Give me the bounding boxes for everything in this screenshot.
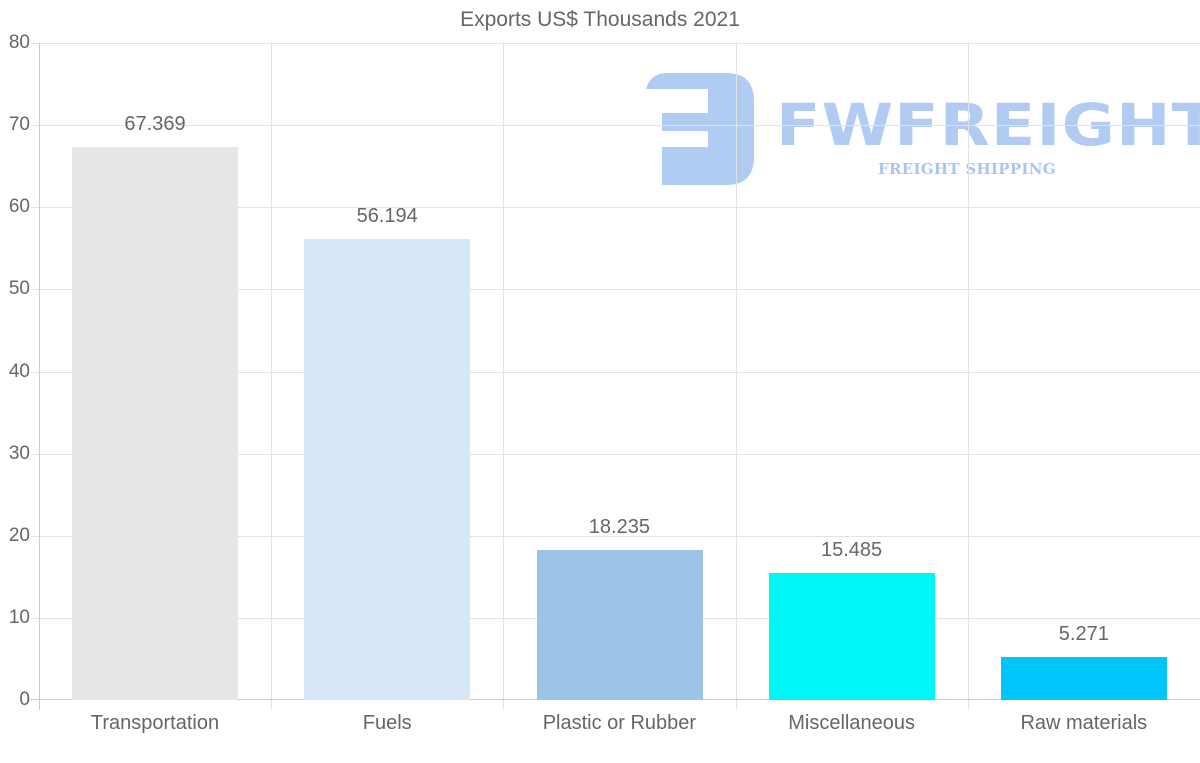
x-gridline bbox=[503, 43, 505, 710]
bar-value-label: 18.235 bbox=[588, 516, 650, 539]
y-gridline bbox=[31, 371, 1200, 373]
x-tick-label: Plastic or Rubber bbox=[542, 712, 697, 734]
bar-value-label: 5.271 bbox=[1058, 622, 1109, 645]
bar-raw-materials[interactable] bbox=[1000, 656, 1167, 700]
watermark-tagline: FREIGHT SHIPPING bbox=[878, 160, 1056, 178]
x-tick-label: Fuels bbox=[362, 712, 412, 734]
y-gridline bbox=[31, 125, 1200, 127]
bar-value-label: 15.485 bbox=[821, 538, 883, 561]
fwfreight-watermark-logo: FWFREIGHT FREIGHT SHIPPING bbox=[646, 73, 1200, 188]
chart-title: Exports US$ Thousands 2021 bbox=[460, 8, 740, 31]
y-gridline bbox=[31, 289, 1200, 291]
y-gridline bbox=[31, 535, 1200, 537]
fwfreight-logo-icon bbox=[646, 73, 754, 185]
bar-plastic-or-rubber[interactable] bbox=[536, 550, 703, 700]
y-tick-label: 50 bbox=[8, 278, 30, 300]
x-gridline bbox=[735, 43, 737, 710]
y-tick-label: 60 bbox=[8, 196, 30, 218]
y-gridline bbox=[31, 453, 1200, 455]
y-tick-label: 70 bbox=[8, 114, 30, 136]
y-gridline bbox=[31, 43, 1200, 44]
bar-fuels[interactable] bbox=[304, 238, 471, 700]
bar-value-label: 56.194 bbox=[356, 204, 418, 227]
y-tick-label: 0 bbox=[19, 689, 30, 710]
watermark-brand: FWFREIGHT bbox=[776, 91, 1200, 159]
bar-transportation[interactable] bbox=[72, 146, 239, 700]
y-gridline bbox=[31, 207, 1200, 209]
x-tick-label: Miscellaneous bbox=[788, 712, 915, 734]
y-tick-label: 20 bbox=[8, 524, 30, 546]
bar-miscellaneous[interactable] bbox=[768, 572, 935, 700]
plot-area bbox=[31, 43, 1200, 710]
y-tick-label: 80 bbox=[8, 32, 30, 53]
y-tick-label: 30 bbox=[8, 442, 30, 464]
x-tick-label: Transportation bbox=[90, 712, 220, 734]
x-tick-label: Raw materials bbox=[1020, 712, 1148, 734]
bar-value-label: 67.369 bbox=[124, 112, 186, 135]
y-tick-label: 40 bbox=[8, 360, 30, 382]
x-gridline bbox=[271, 43, 273, 710]
y-tick-label: 10 bbox=[8, 606, 30, 628]
y-axis-line bbox=[39, 43, 40, 710]
x-gridline bbox=[967, 43, 969, 710]
